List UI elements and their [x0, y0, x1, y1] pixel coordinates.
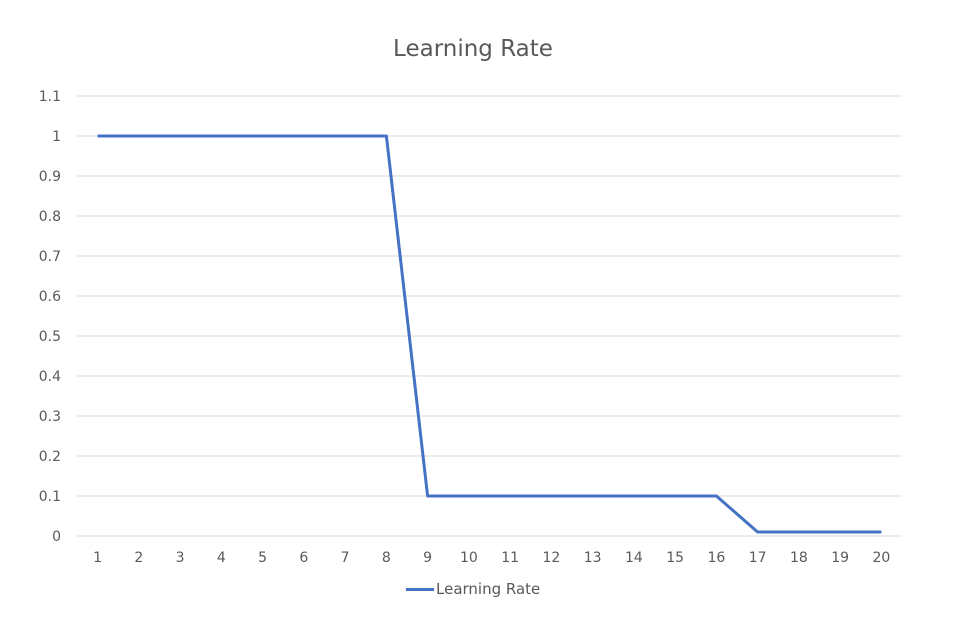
x-tick-label: 6	[299, 550, 308, 566]
y-tick-label: 0.3	[39, 409, 61, 425]
x-tick-label: 19	[831, 550, 849, 566]
legend: Learning Rate	[406, 580, 540, 598]
x-tick-label: 11	[501, 550, 519, 566]
x-tick-label: 8	[382, 550, 391, 566]
x-tick-label: 12	[542, 550, 560, 566]
x-tick-label: 2	[134, 550, 143, 566]
y-tick-label: 0.8	[39, 209, 61, 225]
y-tick-label: 1	[52, 129, 61, 145]
x-tick-label: 14	[625, 550, 643, 566]
y-tick-label: 0.6	[39, 289, 61, 305]
x-tick-label: 3	[176, 550, 185, 566]
y-tick-label: 0.7	[39, 249, 61, 265]
legend-label: Learning Rate	[436, 580, 541, 598]
x-tick-label: 20	[872, 550, 890, 566]
x-tick-label: 4	[217, 550, 226, 566]
y-tick-label: 0.5	[39, 329, 61, 345]
x-tick-label: 17	[749, 550, 767, 566]
x-tick-label: 16	[707, 550, 725, 566]
x-tick-label: 7	[341, 550, 350, 566]
y-tick-label: 1.1	[39, 89, 61, 105]
y-tick-label: 0.9	[39, 169, 61, 185]
x-tick-label: 13	[584, 550, 602, 566]
legend-line-swatch	[406, 587, 434, 591]
y-tick-label: 0.4	[39, 369, 61, 385]
x-tick-label: 9	[423, 550, 432, 566]
x-tick-label: 18	[790, 550, 808, 566]
y-tick-label: 0	[52, 529, 61, 545]
y-tick-label: 0.2	[39, 449, 61, 465]
x-tick-label: 10	[460, 550, 478, 566]
x-tick-label: 15	[666, 550, 684, 566]
x-tick-label: 5	[258, 550, 267, 566]
chart-title: Learning Rate	[393, 36, 553, 62]
series-line	[97, 134, 882, 534]
x-tick-label: 1	[93, 550, 102, 566]
y-tick-label: 0.1	[39, 489, 61, 505]
